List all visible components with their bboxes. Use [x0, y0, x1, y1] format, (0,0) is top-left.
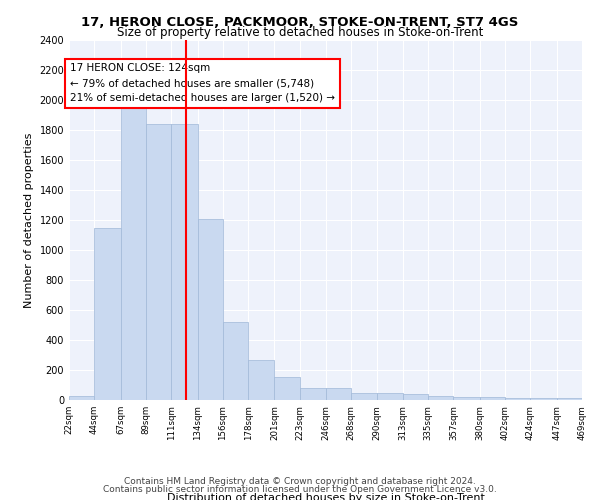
- Bar: [274, 377, 299, 400]
- Bar: [428, 396, 454, 400]
- Text: Size of property relative to detached houses in Stoke-on-Trent: Size of property relative to detached ho…: [117, 26, 483, 39]
- Text: 17 HERON CLOSE: 124sqm
← 79% of detached houses are smaller (5,748)
21% of semi-: 17 HERON CLOSE: 124sqm ← 79% of detached…: [70, 64, 335, 103]
- X-axis label: Distribution of detached houses by size in Stoke-on-Trent: Distribution of detached houses by size …: [167, 492, 484, 500]
- Bar: [197, 218, 223, 400]
- Bar: [69, 396, 94, 400]
- Text: Contains public sector information licensed under the Open Government Licence v3: Contains public sector information licen…: [103, 485, 497, 494]
- Bar: [403, 394, 428, 400]
- Bar: [299, 388, 326, 400]
- Text: 17, HERON CLOSE, PACKMOOR, STOKE-ON-TRENT, ST7 4GS: 17, HERON CLOSE, PACKMOOR, STOKE-ON-TREN…: [82, 16, 518, 29]
- Bar: [146, 124, 171, 400]
- Bar: [557, 398, 582, 400]
- Y-axis label: Number of detached properties: Number of detached properties: [24, 132, 34, 308]
- Bar: [505, 398, 530, 400]
- Bar: [171, 124, 197, 400]
- Bar: [454, 398, 480, 400]
- Bar: [121, 108, 146, 400]
- Bar: [248, 360, 274, 400]
- Bar: [326, 388, 352, 400]
- Bar: [377, 393, 403, 400]
- Bar: [480, 398, 505, 400]
- Bar: [352, 393, 377, 400]
- Bar: [94, 228, 121, 400]
- Bar: [530, 398, 557, 400]
- Text: Contains HM Land Registry data © Crown copyright and database right 2024.: Contains HM Land Registry data © Crown c…: [124, 477, 476, 486]
- Bar: [223, 322, 248, 400]
